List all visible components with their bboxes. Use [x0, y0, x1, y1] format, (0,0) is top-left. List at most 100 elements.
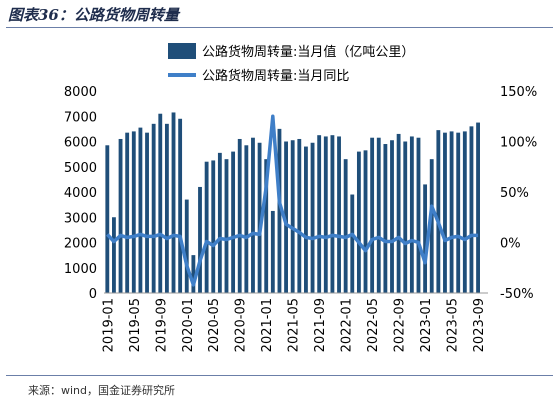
bar — [449, 131, 454, 293]
x-tick-label: 2019-05 — [128, 298, 143, 352]
bar — [244, 145, 249, 293]
bar — [469, 126, 474, 293]
bar — [443, 132, 447, 293]
bar — [376, 137, 381, 293]
right-tick-label: -50% — [500, 287, 534, 302]
x-tick-label: 2021-01 — [260, 298, 275, 352]
bar — [198, 186, 202, 293]
bar — [304, 146, 308, 293]
bar — [330, 135, 335, 293]
x-tick-label: 2022-01 — [340, 298, 355, 352]
bar — [423, 184, 428, 293]
x-tick-label: 2022-09 — [393, 298, 408, 352]
x-tick-label: 2023-01 — [419, 298, 434, 352]
bar — [145, 132, 149, 293]
bar — [138, 127, 143, 293]
bar — [231, 151, 236, 293]
x-tick-label: 2020-01 — [181, 298, 196, 352]
bar — [257, 142, 262, 293]
bar — [396, 133, 401, 293]
bar — [131, 131, 136, 293]
bar — [211, 160, 216, 293]
bar — [403, 141, 408, 293]
bar — [251, 137, 255, 293]
bar — [317, 135, 322, 293]
bar — [284, 141, 288, 293]
bar — [383, 144, 388, 293]
right-axis-ticks: -50% 0% 50% 100% 150% — [500, 85, 537, 302]
left-tick-label: 2000 — [64, 237, 97, 252]
bar — [217, 152, 222, 293]
bar — [158, 113, 163, 293]
bar — [171, 112, 176, 294]
bar — [429, 159, 434, 293]
x-tick-label: 2021-05 — [287, 298, 302, 352]
left-tick-label: 1000 — [64, 262, 97, 277]
right-tick-label: 50% — [500, 186, 529, 201]
legend-bar-swatch — [168, 43, 196, 59]
bar — [416, 137, 421, 293]
left-tick-label: 8000 — [64, 85, 97, 100]
freight-chart: 公路货物周转量:当月值（亿吨公里） 公路货物周转量:当月同比 0 1000 2000… — [64, 43, 537, 352]
x-tick-label: 2022-05 — [366, 298, 381, 352]
right-tick-label: 150% — [500, 85, 537, 100]
bar — [178, 118, 183, 294]
bar — [323, 136, 328, 293]
bar — [151, 123, 156, 293]
left-tick-label: 0 — [89, 287, 97, 302]
bar — [224, 159, 229, 293]
source-divider — [6, 375, 553, 376]
bar — [125, 132, 130, 293]
source-note: 来源：wind，国金证券研究所 — [28, 384, 176, 397]
bar — [476, 122, 480, 293]
bar — [118, 138, 123, 293]
left-tick-label: 7000 — [64, 110, 97, 125]
x-tick-label: 2023-05 — [446, 298, 461, 352]
bar — [390, 140, 394, 293]
bar — [297, 138, 302, 293]
bar — [462, 131, 467, 293]
bar — [112, 217, 116, 293]
right-tick-label: 100% — [500, 136, 537, 151]
x-tick-label: 2019-09 — [154, 298, 169, 352]
bar — [277, 128, 282, 293]
bar — [290, 140, 295, 293]
bar — [270, 210, 275, 293]
right-tick-label: 0% — [500, 237, 521, 252]
bar — [164, 123, 169, 293]
bar — [409, 136, 414, 293]
bar-series — [105, 112, 480, 294]
left-tick-label: 4000 — [64, 186, 97, 201]
legend: 公路货物周转量:当月值（亿吨公里） 公路货物周转量:当月同比 — [168, 43, 414, 84]
x-tick-label: 2020-09 — [234, 298, 249, 352]
legend-line-label: 公路货物周转量:当月同比 — [202, 68, 349, 84]
bar — [264, 159, 269, 293]
bar — [237, 138, 242, 293]
x-tick-label: 2023-09 — [472, 298, 487, 352]
left-tick-label: 5000 — [64, 161, 97, 176]
x-tick-label: 2021-09 — [313, 298, 328, 352]
bar — [343, 159, 348, 293]
chart-title: 图表36：公路货物周转量 — [8, 6, 179, 24]
bar — [370, 137, 375, 293]
bar — [337, 136, 341, 293]
bar — [204, 161, 209, 293]
title-divider — [6, 27, 553, 28]
bar — [310, 142, 315, 293]
bar — [436, 130, 441, 293]
x-tick-label: 2020-05 — [207, 298, 222, 352]
x-tick-label: 2019-01 — [101, 298, 116, 352]
left-tick-label: 3000 — [64, 211, 97, 226]
bar — [356, 151, 361, 293]
bar — [456, 132, 461, 293]
bar — [350, 194, 355, 293]
left-axis-ticks: 0 1000 2000 3000 4000 5000 6000 7000 8000 — [64, 85, 97, 302]
legend-bar-label: 公路货物周转量:当月值（亿吨公里） — [202, 44, 414, 60]
yoy-line-series — [106, 114, 479, 287]
left-tick-label: 6000 — [64, 136, 97, 151]
bar — [191, 255, 196, 293]
bar — [363, 150, 368, 293]
bar — [184, 199, 189, 293]
bar — [105, 145, 110, 293]
x-axis-ticks: 2019-01 2019-05 2019-09 2020-01 2020-05 2020-… — [101, 298, 487, 352]
